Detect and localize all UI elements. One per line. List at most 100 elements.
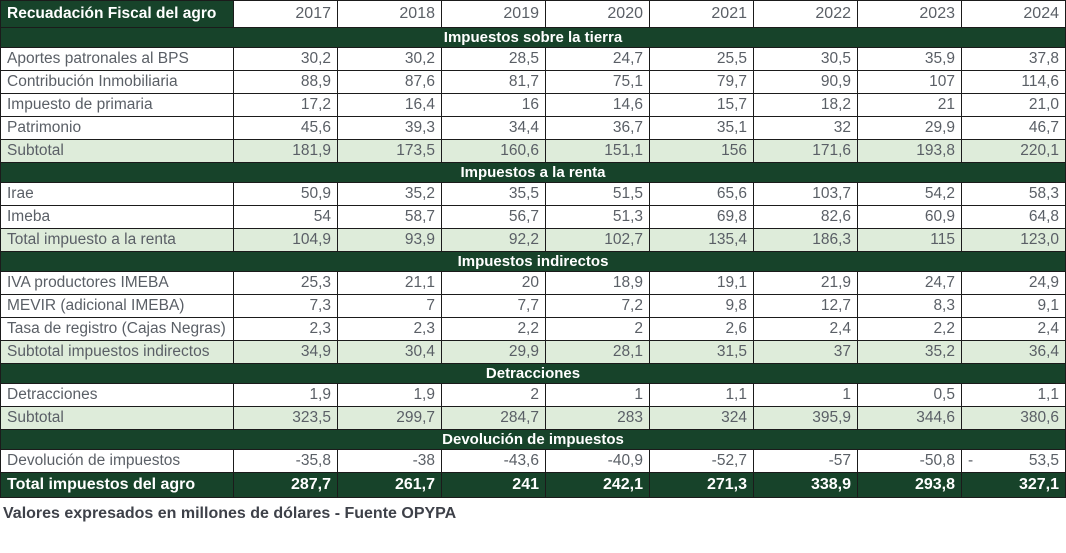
value-cell: 28,5	[441, 47, 546, 71]
row-label: Subtotal	[0, 139, 234, 163]
value-cell: 35,2	[857, 340, 962, 364]
value-cell: 1,1	[649, 383, 754, 407]
value-cell: 380,6	[961, 406, 1066, 430]
table-row: Patrimonio 45,6 39,3 34,4 36,7 35,1 32 29,9 46,7	[0, 116, 1066, 140]
row-label: Irae	[0, 182, 234, 206]
section-band-row: Impuestos indirectos	[0, 251, 1066, 272]
value-cell: 92,2	[441, 228, 546, 252]
year-header-2021: 2021	[649, 0, 754, 28]
value-cell: 58,7	[337, 205, 442, 229]
value-cell: 51,5	[545, 182, 650, 206]
value-cell: 81,7	[441, 70, 546, 94]
value-cell: 29,9	[441, 340, 546, 364]
value-cell: 21	[857, 93, 962, 117]
value-cell: 30,4	[337, 340, 442, 364]
value-cell: 35,9	[857, 47, 962, 71]
value-cell: 24,9	[961, 271, 1066, 295]
total-value-cell: 293,8	[857, 472, 962, 498]
value-cell: 9,8	[649, 294, 754, 318]
row-label: Aportes patronales al BPS	[0, 47, 234, 71]
subtotal-row: Subtotal 181,9 173,5 160,6 151,1 156 171,6 193,…	[0, 139, 1066, 163]
value-cell: -52,7	[649, 449, 754, 473]
subtotal-row: Total impuesto a la renta 104,9 93,9 92,2 10…	[0, 228, 1066, 252]
value-cell: 58,3	[961, 182, 1066, 206]
value-cell: 90,9	[753, 70, 858, 94]
value-cell: 21,9	[753, 271, 858, 295]
value-cell: 35,1	[649, 116, 754, 140]
value-cell: 171,6	[753, 139, 858, 163]
subtotal-row: Subtotal impuestos indirectos 34,9 30,4 29,…	[0, 340, 1066, 364]
row-label: Detracciones	[0, 383, 234, 407]
year-header-2022: 2022	[753, 0, 858, 28]
value-cell: 39,3	[337, 116, 442, 140]
value-cell: 2,4	[753, 317, 858, 341]
table-row: Irae 50,9 35,2 35,5 51,5 65,6 103,7 54,2 58,3	[0, 182, 1066, 206]
table-row: Imeba 54 58,7 56,7 51,3 69,8 82,6 60,9 64,8	[0, 205, 1066, 229]
value-cell: 16,4	[337, 93, 442, 117]
year-header-2019: 2019	[441, 0, 546, 28]
value-cell: 34,9	[233, 340, 338, 364]
fiscal-table: Recuadación Fiscal del agro 2017 2018 2019…	[0, 0, 1066, 498]
table-row: Detracciones 1,9 1,9 2 1 1,1 1 0,5 1,1	[0, 383, 1066, 407]
value-cell: 2,2	[857, 317, 962, 341]
value-cell: -57	[753, 449, 858, 473]
value-cell: 54,2	[857, 182, 962, 206]
table-row: Impuesto de primaria 17,2 16,4 16 14,6 15,7 18…	[0, 93, 1066, 117]
value-cell: 24,7	[545, 47, 650, 71]
total-value-cell: 327,1	[961, 472, 1066, 498]
total-value-cell: 271,3	[649, 472, 754, 498]
year-header-2017: 2017	[233, 0, 338, 28]
value-text: 53,5	[1028, 452, 1059, 469]
value-cell: 160,6	[441, 139, 546, 163]
row-label: Devolución de impuestos	[0, 449, 234, 473]
value-cell: -35,8	[233, 449, 338, 473]
value-cell: 344,6	[857, 406, 962, 430]
row-label: Contribución Inmobiliaria	[0, 70, 234, 94]
value-cell: 37	[753, 340, 858, 364]
value-cell: 115	[857, 228, 962, 252]
value-cell: -50,8	[857, 449, 962, 473]
fiscal-report-page: Recuadación Fiscal del agro 2017 2018 2019…	[0, 0, 1066, 522]
value-cell: 324	[649, 406, 754, 430]
value-cell: 220,1	[961, 139, 1066, 163]
section-band-row: Devolución de impuestos	[0, 429, 1066, 450]
value-cell: 181,9	[233, 139, 338, 163]
value-cell: 1,1	[961, 383, 1066, 407]
section-band-label: Impuestos sobre la tierra	[0, 27, 1066, 48]
value-cell: 21,0	[961, 93, 1066, 117]
value-cell: 102,7	[545, 228, 650, 252]
value-cell: 37,8	[961, 47, 1066, 71]
section-band-row: Impuestos a la renta	[0, 162, 1066, 183]
value-cell: 123,0	[961, 228, 1066, 252]
value-cell: 20	[441, 271, 546, 295]
value-cell: 283	[545, 406, 650, 430]
row-label: Impuesto de primaria	[0, 93, 234, 117]
value-cell: 12,7	[753, 294, 858, 318]
value-cell: 156	[649, 139, 754, 163]
value-cell: 16	[441, 93, 546, 117]
total-value-cell: 241	[441, 472, 546, 498]
table-row: Devolución de impuestos -35,8 -38 -43,6 -40,…	[0, 449, 1066, 473]
value-cell: 36,7	[545, 116, 650, 140]
value-cell: 65,6	[649, 182, 754, 206]
value-cell: - 53,5	[961, 449, 1066, 473]
value-cell: 64,8	[961, 205, 1066, 229]
value-cell: 2	[441, 383, 546, 407]
table-row: Tasa de registro (Cajas Negras) 2,3 2,3 2,2…	[0, 317, 1066, 341]
value-cell: 1	[753, 383, 858, 407]
value-cell: 21,1	[337, 271, 442, 295]
section-band-label: Devolución de impuestos	[0, 429, 1066, 450]
value-cell: 7,2	[545, 294, 650, 318]
value-cell: 7,3	[233, 294, 338, 318]
value-cell: 28,1	[545, 340, 650, 364]
total-value-cell: 338,9	[753, 472, 858, 498]
value-cell: 93,9	[337, 228, 442, 252]
value-cell: 2,4	[961, 317, 1066, 341]
value-cell: 30,5	[753, 47, 858, 71]
row-label: Subtotal	[0, 406, 234, 430]
value-cell: 34,4	[441, 116, 546, 140]
value-cell: 2,3	[233, 317, 338, 341]
row-label: Patrimonio	[0, 116, 234, 140]
value-cell: 103,7	[753, 182, 858, 206]
value-cell: 29,9	[857, 116, 962, 140]
